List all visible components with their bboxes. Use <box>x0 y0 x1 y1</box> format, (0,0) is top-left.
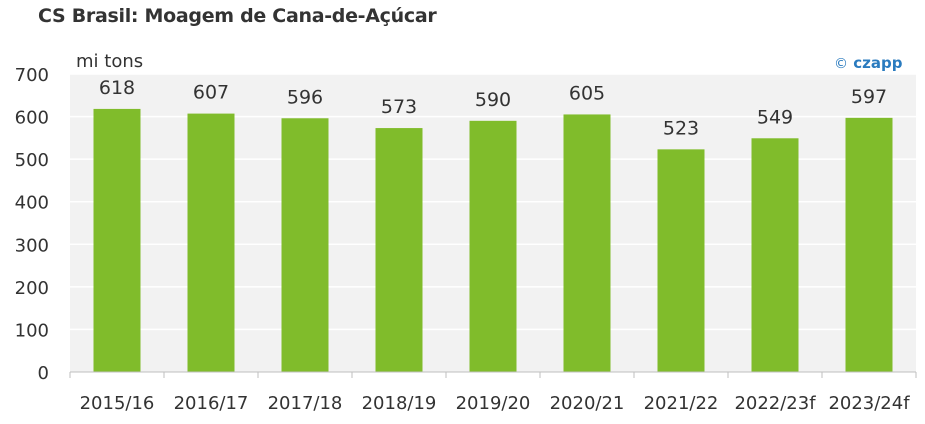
bar-2019/20 <box>469 120 517 372</box>
y-tick-label: 200 <box>15 278 49 299</box>
bar-2022/23f <box>751 138 799 372</box>
bar-2021/22 <box>657 149 705 372</box>
data-label: 573 <box>381 96 417 118</box>
x-tick-label: 2015/16 <box>80 393 155 414</box>
bar-2018/19 <box>375 128 423 372</box>
data-label: 597 <box>851 86 887 108</box>
y-axis: 0 100 200 300 400 500 600 700 <box>15 65 49 384</box>
data-label: 607 <box>193 82 229 104</box>
data-label: 549 <box>757 106 793 128</box>
bar-2020/21 <box>563 114 611 372</box>
data-label: 618 <box>99 77 135 99</box>
y-tick-label: 600 <box>15 108 49 129</box>
y-tick-label: 500 <box>15 150 49 171</box>
y-tick-label: 700 <box>15 65 49 86</box>
y-axis-unit-label: mi tons <box>76 51 143 72</box>
bar-2023/24f <box>845 117 893 372</box>
x-tick-label: 2018/19 <box>362 393 437 414</box>
chart-title: CS Brasil: Moagem de Cana-de-Açúcar <box>38 5 437 27</box>
x-tick-label: 2016/17 <box>174 393 249 414</box>
x-tick-label: 2019/20 <box>456 393 531 414</box>
y-tick-label: 400 <box>15 193 49 214</box>
bar-2017/18 <box>281 118 329 372</box>
bar-2016/17 <box>187 113 235 372</box>
y-tick-label: 100 <box>15 320 49 341</box>
x-axis: 2015/16 2016/17 2017/18 2018/19 2019/20 2020/… <box>69 371 917 414</box>
data-label: 523 <box>663 117 699 139</box>
data-label: 590 <box>475 89 511 111</box>
x-tick-label: 2021/22 <box>644 393 719 414</box>
czapp-logo: © czapp <box>834 54 902 72</box>
bar-2015/16 <box>93 108 141 372</box>
y-tick-label: 300 <box>15 235 49 256</box>
data-labels: 618 607 596 573 590 605 523 549 597 <box>99 77 887 139</box>
data-label: 596 <box>287 86 323 108</box>
x-tick-label: 2023/24f <box>828 393 910 414</box>
data-label: 605 <box>569 82 605 104</box>
y-tick-label: 0 <box>38 363 49 384</box>
x-tick-label: 2020/21 <box>550 393 625 414</box>
copyright-icon: © <box>834 56 848 72</box>
logo-text: czapp <box>853 54 903 72</box>
bars <box>93 108 893 372</box>
x-tick-label: 2017/18 <box>268 393 343 414</box>
x-tick-label: 2022/23f <box>734 393 816 414</box>
